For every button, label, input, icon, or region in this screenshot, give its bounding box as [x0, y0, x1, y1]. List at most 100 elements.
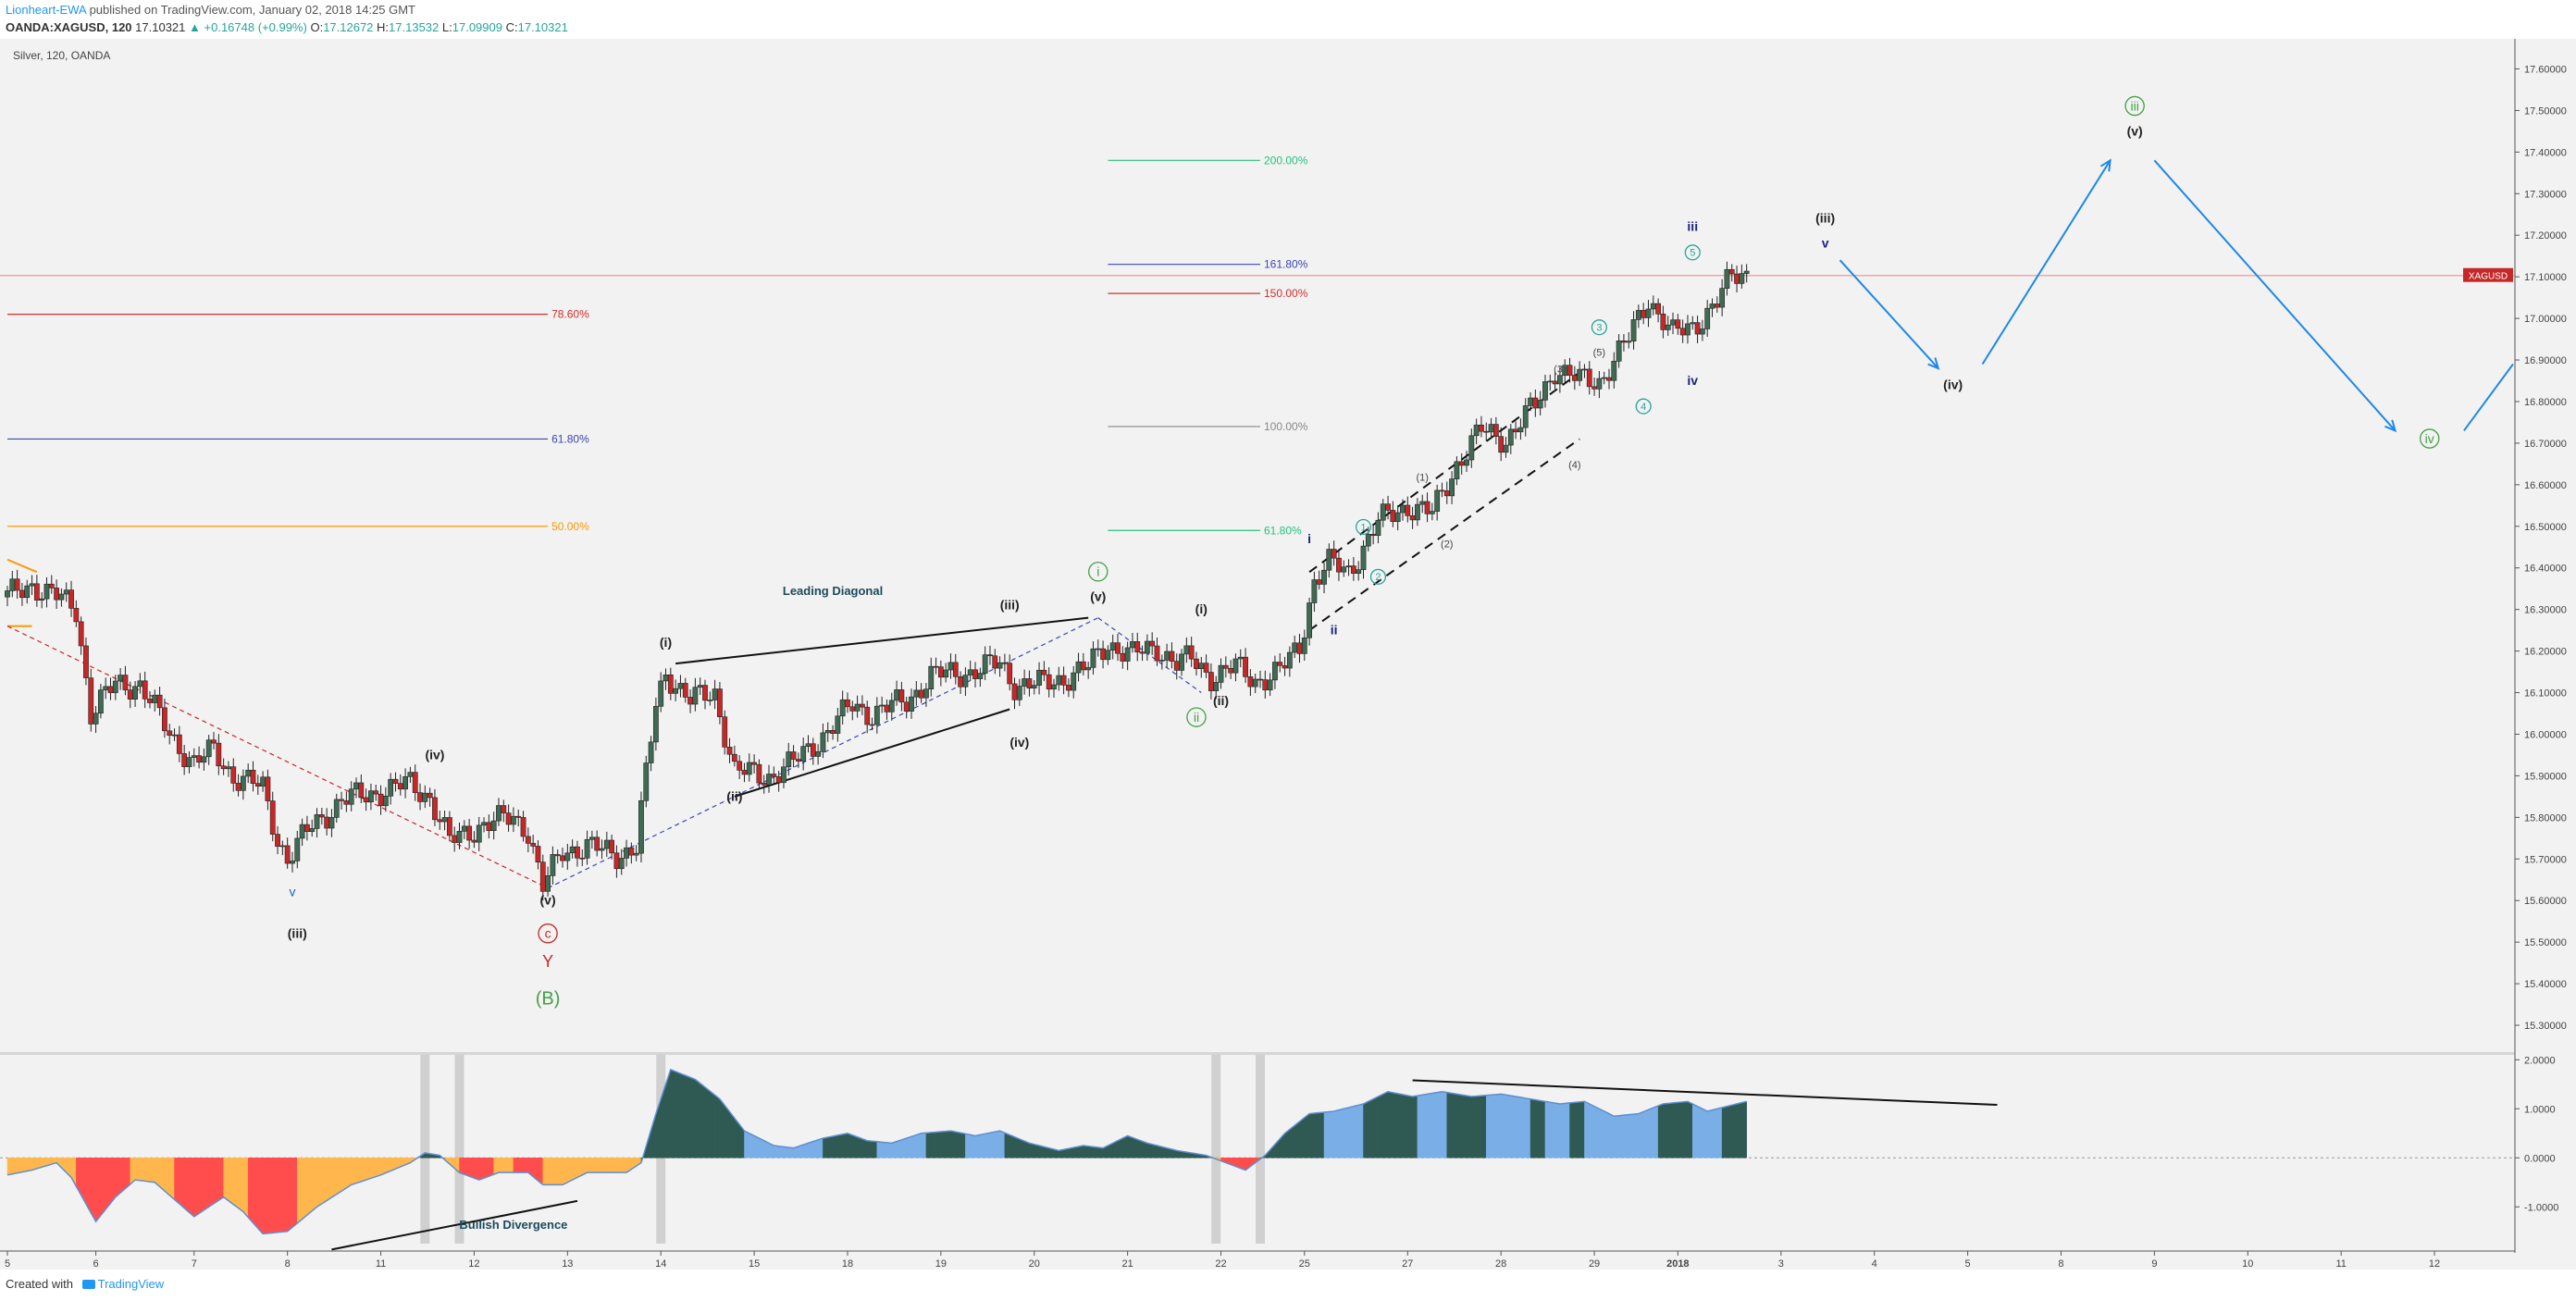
oscillator-area	[341, 1158, 347, 1192]
oscillator-area	[827, 1135, 834, 1159]
highlight-bar	[420, 1055, 430, 1244]
y-tick-label: 15.40000	[2524, 979, 2567, 990]
bear-candle	[83, 645, 89, 678]
osc-tick-label: 0.0000	[2524, 1153, 2556, 1164]
wave-label: Leading Diagonal	[783, 584, 883, 598]
author-link[interactable]: Lionheart-EWA	[6, 3, 86, 17]
bear-candle	[1041, 669, 1047, 675]
bull-candle	[648, 741, 654, 763]
bear-candle	[1567, 365, 1573, 376]
bull-candle	[240, 775, 246, 791]
wave-label: (i)	[660, 635, 672, 650]
bear-candle	[392, 778, 399, 784]
bull-candle	[137, 680, 143, 688]
oscillator-area	[1009, 1134, 1015, 1159]
chart-title: Silver, 120, OANDA	[13, 49, 110, 62]
oscillator-area	[832, 1134, 838, 1159]
oscillator-area	[1535, 1099, 1541, 1159]
wave-label: (4)	[1568, 460, 1580, 471]
oscillator-area	[955, 1131, 961, 1159]
oscillator-area	[1333, 1109, 1340, 1159]
oscillator-area	[729, 1110, 736, 1159]
bear-candle	[181, 753, 188, 767]
tradingview-link[interactable]: TradingView	[97, 1277, 165, 1291]
bull-candle	[564, 852, 571, 861]
bull-candle	[226, 766, 231, 770]
x-tick-label: 8	[2058, 1258, 2063, 1270]
oscillator-area	[965, 1134, 971, 1159]
chart-canvas[interactable]: 200.00%161.80%150.00%100.00%61.80%78.60%…	[0, 39, 2576, 1270]
bull-candle	[1616, 340, 1622, 362]
fib-label: 200.00%	[1264, 154, 1308, 167]
bull-candle	[29, 583, 35, 587]
oscillator-area	[714, 1094, 721, 1159]
oscillator-area	[670, 1069, 676, 1159]
y-tick-label: 16.30000	[2524, 605, 2567, 616]
oscillator-area	[886, 1142, 893, 1159]
oscillator-area	[213, 1158, 219, 1205]
bear-candle	[687, 697, 693, 705]
x-tick-label: 27	[1402, 1258, 1413, 1270]
oscillator-area	[1564, 1102, 1570, 1159]
bull-candle	[58, 593, 65, 601]
bull-candle	[388, 778, 394, 797]
bull-candle	[205, 739, 212, 758]
last-price: 17.10321	[135, 20, 186, 34]
oscillator-area	[689, 1077, 696, 1159]
oscillator-area	[1284, 1129, 1291, 1159]
oscillator-area	[351, 1158, 357, 1185]
oscillator-area	[253, 1158, 259, 1230]
bear-candle	[933, 665, 939, 668]
oscillator-area	[1614, 1115, 1619, 1159]
bear-candle	[1621, 340, 1627, 343]
wave-label: 4	[1641, 402, 1646, 413]
oscillator-area	[940, 1131, 947, 1159]
fib-label: 150.00%	[1264, 287, 1308, 300]
bull-candle	[839, 699, 846, 717]
x-tick-label: 6	[93, 1258, 99, 1270]
bull-candle	[1415, 503, 1420, 521]
oscillator-area	[1132, 1137, 1138, 1159]
oscillator-area	[1550, 1101, 1555, 1159]
oscillator-area	[1004, 1132, 1010, 1159]
oscillator-area	[375, 1158, 381, 1177]
oscillator-area	[508, 1158, 514, 1173]
bull-candle	[1356, 569, 1362, 574]
bull-candle	[1670, 319, 1676, 326]
bull-candle	[1709, 304, 1715, 309]
bear-candle	[343, 800, 350, 805]
oscillator-area	[970, 1134, 976, 1159]
bull-candle	[1075, 661, 1082, 674]
oscillator-area	[616, 1158, 622, 1173]
oscillator-area	[704, 1086, 711, 1159]
bull-candle	[712, 688, 718, 700]
oscillator-area	[685, 1074, 691, 1159]
wave-label: i	[1307, 531, 1311, 546]
bear-candle	[1257, 678, 1263, 681]
oscillator-area	[1068, 1146, 1074, 1159]
oscillator-area	[1678, 1101, 1683, 1159]
oscillator-area	[493, 1158, 500, 1175]
bull-candle	[1071, 672, 1077, 691]
oscillator-area	[1393, 1092, 1398, 1159]
bull-candle	[677, 683, 684, 689]
close-value: 17.10321	[517, 20, 568, 34]
bull-candle	[746, 762, 752, 775]
bull-candle	[982, 654, 988, 674]
oscillator-area	[478, 1158, 485, 1181]
bear-candle	[756, 763, 762, 784]
bull-candle	[584, 838, 590, 859]
wave-label: iii	[1687, 219, 1698, 234]
bear-candle	[1228, 667, 1234, 674]
bull-candle	[407, 772, 414, 777]
bear-candle	[1066, 685, 1071, 691]
bull-candle	[1556, 375, 1563, 385]
oscillator-area	[1642, 1109, 1649, 1159]
oscillator-area	[1731, 1103, 1738, 1159]
bull-candle	[824, 730, 831, 734]
oscillator-area	[1633, 1113, 1640, 1159]
bull-candle	[309, 828, 316, 832]
oscillator-area	[1019, 1138, 1025, 1159]
divergence-line	[331, 1199, 578, 1251]
fib-label: 161.80%	[1264, 258, 1308, 271]
